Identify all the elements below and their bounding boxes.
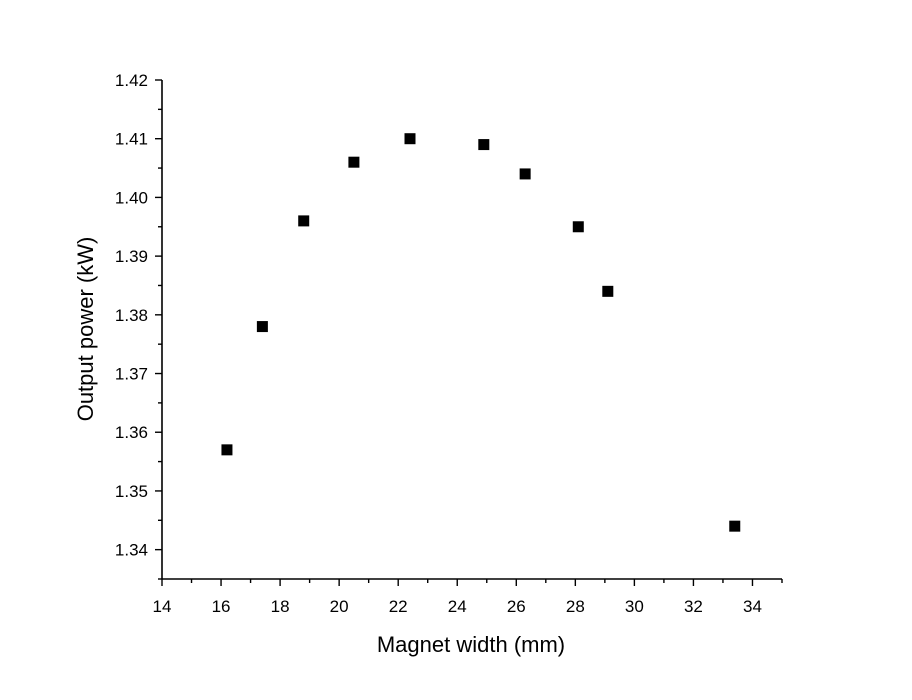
data-point: [478, 139, 490, 151]
data-point: [348, 156, 360, 168]
x-tick-label: 14: [153, 597, 172, 616]
x-tick-label: 28: [566, 597, 585, 616]
x-tick-label: 30: [625, 597, 644, 616]
y-tick-label: 1.41: [115, 130, 148, 149]
data-point: [404, 133, 416, 145]
plot-area: 14 16 18 20 22 24 26 28 30 32 34 1.34 1.35 1.36 1.37 1.…: [115, 71, 783, 616]
data-point: [221, 444, 233, 456]
y-tick-label: 1.36: [115, 423, 148, 442]
y-tick-label: 1.38: [115, 306, 148, 325]
y-tick-label: 1.37: [115, 365, 148, 384]
data-point: [519, 168, 531, 180]
y-tick-label: 1.42: [115, 71, 148, 90]
data-point: [256, 321, 268, 333]
x-tick-label: 26: [507, 597, 526, 616]
data-point: [602, 285, 614, 297]
x-axis-title: Magnet width (mm): [377, 632, 565, 657]
x-tick-label: 32: [684, 597, 703, 616]
x-tick-label: 18: [271, 597, 290, 616]
x-tick-label: 20: [330, 597, 349, 616]
x-tick-label: 16: [212, 597, 231, 616]
data-point: [572, 221, 584, 233]
x-tick-label: 34: [743, 597, 762, 616]
y-tick-label: 1.39: [115, 247, 148, 266]
y-tick-label: 1.34: [115, 541, 148, 560]
y-axis-title: Output power (kW): [73, 237, 98, 422]
x-tick-label: 22: [389, 597, 408, 616]
data-point: [729, 520, 741, 532]
data-point: [298, 215, 310, 227]
x-tick-label: 24: [448, 597, 467, 616]
y-tick-label: 1.35: [115, 482, 148, 501]
y-tick-label: 1.40: [115, 188, 148, 207]
